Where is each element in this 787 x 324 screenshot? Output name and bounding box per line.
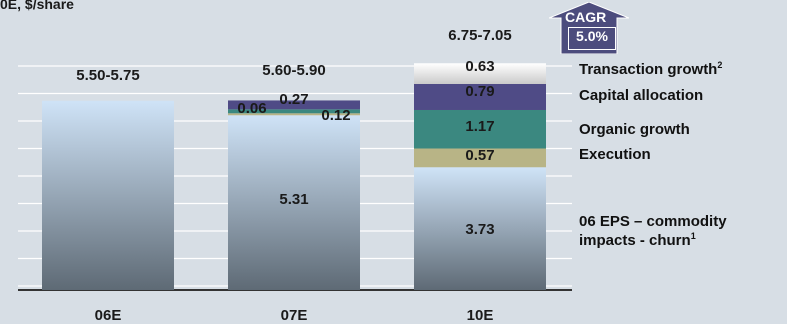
cagr-badge: CAGR 5.0% [548,1,630,55]
bar-segment-execution-07E [228,113,360,116]
range-label-06E: 5.50-5.75 [76,67,139,84]
data-label-transaction-10E: 0.63 [465,58,494,75]
bar-segment-transaction-10E [414,63,546,84]
data-label-base-07E: 5.31 [279,191,308,208]
data-label-capital-07E: 0.27 [279,91,308,108]
legend-transaction-footnote: 2 [717,60,723,70]
data-label-base-10E: 3.73 [465,221,494,238]
x-tick-label-06E: 06E [95,307,122,324]
legend-execution-label: Execution [579,146,651,163]
legend-base-footnote: 1 [690,231,696,241]
legend-capital-label: Capital allocation [579,87,704,104]
x-tick-label-07E: 07E [281,307,308,324]
legend-base-label: 06 EPS – commodity [579,213,727,230]
x-tick-label-10E: 10E [467,307,494,324]
range-label-07E: 5.60-5.90 [262,62,325,79]
cagr-value: 5.0% [568,27,616,50]
legend-execution: Execution [579,145,651,164]
data-label-execution-07E: 0.06 [237,100,266,117]
legend-organic-label: Organic growth [579,121,690,138]
unit-label: 0E, $/share [0,0,74,12]
bar-segment-base-06E [42,100,174,290]
bar-segment-capital-10E [414,83,546,110]
up-arrow-icon [548,1,630,55]
legend-base: 06 EPS – commodity impacts - churn1 [579,212,727,250]
range-label-10E: 6.75-7.05 [448,27,511,44]
bar-segment-organic-10E [414,109,546,149]
bar-segment-base-10E [414,167,546,290]
data-label-capital-10E: 0.79 [465,83,494,100]
bar-segment-organic-07E [228,109,360,114]
bar-segment-execution-10E [414,148,546,168]
legend-base-label-line2: impacts - churn [579,232,691,249]
legend-transaction: Transaction growth2 [579,60,722,79]
data-label-organic-07E: 0.12 [321,107,350,124]
legend-capital: Capital allocation [579,86,703,105]
legend-transaction-label: Transaction growth [579,61,718,78]
bar-segment-base-07E [228,115,360,290]
data-label-organic-10E: 1.17 [465,118,494,135]
cagr-title: CAGR [565,9,607,25]
bar-segment-capital-07E [228,100,360,110]
data-label-execution-10E: 0.57 [465,147,494,164]
legend-organic: Organic growth [579,120,690,139]
